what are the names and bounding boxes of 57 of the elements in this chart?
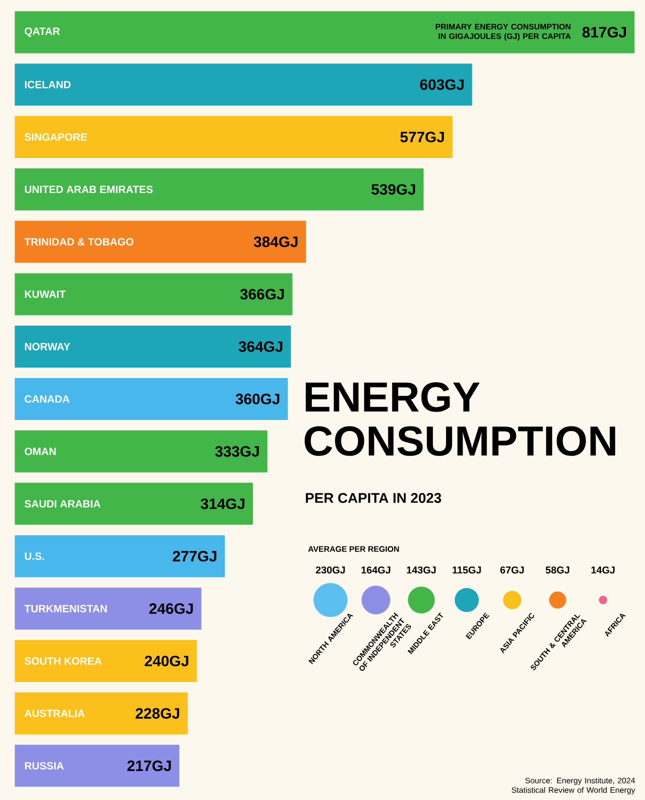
- bar: [14, 482, 254, 525]
- data-label: 333GJ: [215, 446, 259, 457]
- y-tick-label: TRINIDAD & TOBAGO: [24, 238, 134, 246]
- text: PER CAPITA IN 2023: [306, 493, 442, 503]
- data-label: 366GJ: [240, 288, 284, 300]
- data-label: 246GJ: [149, 603, 193, 614]
- data-label: 277GJ: [172, 550, 216, 562]
- text: AVERAGE PER REGION: [308, 546, 399, 552]
- y-tick-label: QATAR: [24, 28, 60, 37]
- data-label: 14GJ: [592, 566, 615, 574]
- y-tick-label: UNITED ARAB EMIRATES: [25, 186, 153, 194]
- bar: [14, 588, 202, 630]
- data-label: 314GJ: [200, 498, 244, 510]
- data-label: 143GJ: [407, 566, 436, 574]
- annotation: Source: Energy Institute, 2024 Statistical Review of World Energy: [512, 777, 636, 794]
- y-tick-label: SAUDI ARABIA: [24, 500, 101, 508]
- y-tick-label: AUSTRALIA: [24, 710, 85, 718]
- y-tick-label: RUSSIA: [25, 762, 64, 770]
- data-label: 228GJ: [136, 708, 180, 719]
- data-label: 164GJ: [362, 566, 390, 574]
- data-label: 58GJ: [546, 566, 570, 574]
- y-tick-label: NORWAY: [25, 342, 70, 350]
- data-label: 67GJ: [500, 566, 524, 574]
- bar: [14, 220, 306, 263]
- y-tick-label: SINGAPORE: [24, 133, 88, 141]
- bar: [14, 168, 424, 210]
- bar: [14, 64, 472, 106]
- bar: [14, 378, 288, 420]
- data-label: 240GJ: [144, 656, 188, 666]
- data-label: 817GJ: [582, 26, 626, 38]
- bar: [14, 640, 197, 682]
- text: ENERGY CONSUMPTION: [304, 382, 616, 456]
- y-tick-label: TURKMENISTAN: [24, 604, 107, 612]
- bar: [14, 326, 291, 368]
- data-label: 539GJ: [372, 184, 416, 195]
- data-label: 360GJ: [236, 394, 280, 404]
- data-label: 577GJ: [400, 132, 444, 142]
- annotation: PRIMARY ENERGY CONSUMPTION IN GIGAJOULES (GJ) PER CAPITA: [436, 24, 571, 41]
- data-label: 364GJ: [238, 341, 282, 352]
- bar: [14, 535, 225, 578]
- data-label: 603GJ: [420, 79, 464, 90]
- bar: [14, 116, 453, 158]
- data-label: 384GJ: [254, 236, 298, 248]
- data-label: 230GJ: [316, 566, 345, 574]
- y-tick-label: U.S.: [25, 552, 44, 560]
- y-tick-label: SOUTH KOREA: [24, 657, 102, 665]
- bar: [14, 430, 268, 472]
- bar: [14, 273, 293, 316]
- y-tick-label: ICELAND: [25, 80, 71, 88]
- data-label: 115GJ: [452, 566, 481, 574]
- data-label: 217GJ: [127, 760, 171, 772]
- bar: [14, 744, 180, 787]
- y-tick-label: OMAN: [24, 448, 56, 456]
- y-tick-label: CANADA: [24, 395, 70, 403]
- bar: [14, 692, 188, 734]
- y-tick-label: KUWAIT: [25, 290, 66, 298]
- bar: [14, 11, 635, 54]
